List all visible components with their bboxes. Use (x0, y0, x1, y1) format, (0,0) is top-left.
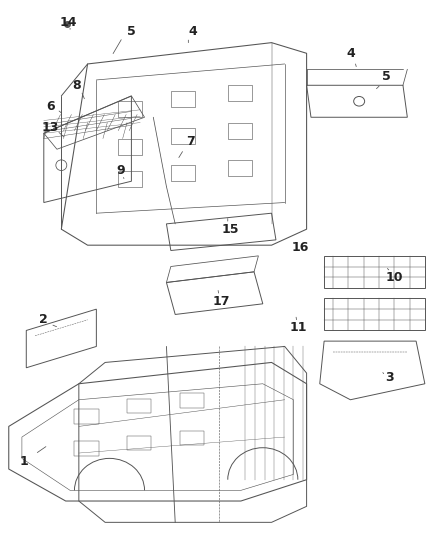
Text: 10: 10 (385, 271, 403, 284)
Text: 3: 3 (385, 371, 394, 384)
Text: 1: 1 (20, 455, 28, 467)
Text: 4: 4 (188, 26, 197, 38)
Bar (171, 165, 195, 181)
Bar (127, 399, 151, 413)
Text: 17: 17 (212, 295, 230, 308)
Bar (228, 85, 252, 101)
Bar (180, 431, 204, 445)
Text: 16: 16 (291, 241, 309, 254)
Bar (228, 123, 252, 139)
Text: 2: 2 (39, 313, 47, 326)
Text: 4: 4 (346, 47, 355, 60)
Text: 15: 15 (221, 223, 239, 236)
Bar (118, 171, 142, 187)
Text: 7: 7 (186, 135, 195, 148)
Text: 5: 5 (127, 26, 136, 38)
Bar (74, 409, 99, 424)
Bar (171, 91, 195, 107)
Text: 8: 8 (72, 79, 81, 92)
Text: 11: 11 (289, 321, 307, 334)
Bar (118, 101, 142, 117)
Text: 9: 9 (116, 164, 125, 177)
Text: 5: 5 (382, 70, 391, 83)
Text: 6: 6 (46, 100, 55, 113)
Text: 13: 13 (42, 122, 59, 134)
Bar (127, 436, 151, 450)
Bar (118, 139, 142, 155)
Bar (180, 393, 204, 408)
Bar (228, 160, 252, 176)
Bar (74, 441, 99, 456)
Text: 14: 14 (59, 17, 77, 29)
Bar (171, 128, 195, 144)
